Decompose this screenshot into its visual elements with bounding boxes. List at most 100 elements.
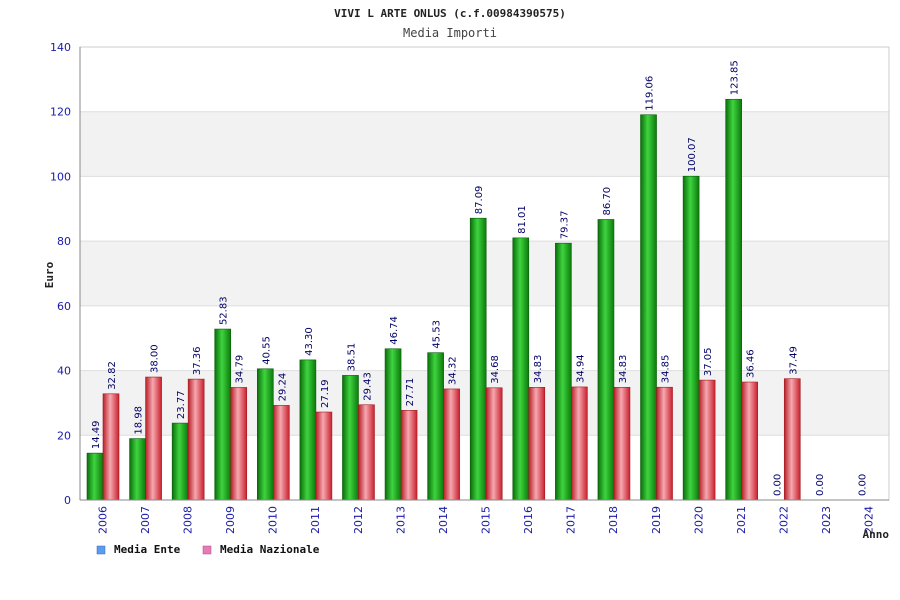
x-tick-label-2012: 2012 xyxy=(352,506,365,534)
data-label-ente-2009: 52.83 xyxy=(219,296,230,325)
y-tick-label: 120 xyxy=(50,106,71,119)
bar-nazionale-2012 xyxy=(358,404,375,501)
bar-ente-2011 xyxy=(299,359,317,501)
bar-nazionale-2010 xyxy=(273,405,290,501)
data-label-nazionale-2020: 37.05 xyxy=(703,347,714,376)
data-label-ente-2021: 123.85 xyxy=(730,60,741,95)
data-label-nazionale-2022: 37.49 xyxy=(788,346,799,375)
data-label-ente-2014: 45.53 xyxy=(432,320,443,349)
y-tick-label: 0 xyxy=(64,494,71,507)
bar-ente-2012 xyxy=(342,375,359,501)
data-label-ente-2008: 23.77 xyxy=(176,390,187,419)
bar-ente-2008 xyxy=(171,422,189,501)
x-tick-label-2019: 2019 xyxy=(650,506,663,534)
chart-title: VIVI L ARTE ONLUS (c.f.00984390575) xyxy=(334,7,566,20)
data-label-ente-2011: 43.30 xyxy=(304,327,315,356)
data-label-nazionale-2013: 27.71 xyxy=(405,378,416,407)
data-label-ente-2007: 18.98 xyxy=(134,406,145,435)
x-tick-label-2024: 2024 xyxy=(863,506,876,534)
bar-ente-2021 xyxy=(725,98,742,501)
y-tick-label: 100 xyxy=(50,170,71,183)
bar-ente-2007 xyxy=(129,438,146,501)
data-label-nazionale-2010: 29.24 xyxy=(277,373,288,402)
x-tick-label-2007: 2007 xyxy=(139,506,152,534)
bar-ente-2020 xyxy=(682,175,700,501)
grid-band xyxy=(80,47,889,112)
bar-nazionale-2020 xyxy=(698,379,716,501)
data-label-nazionale-2018: 34.83 xyxy=(618,355,629,384)
x-tick-label-2016: 2016 xyxy=(522,506,535,534)
data-label-nazionale-2008: 37.36 xyxy=(192,346,203,375)
bar-ente-2015 xyxy=(469,217,487,501)
data-label-nazionale-2021: 36.46 xyxy=(746,349,757,378)
bar-ente-2014 xyxy=(427,352,444,501)
data-label-ente-2018: 86.70 xyxy=(602,187,613,216)
data-label-ente-2022: 0.00 xyxy=(772,474,783,496)
y-axis-label: Euro xyxy=(43,261,56,288)
bar-nazionale-2008 xyxy=(187,378,205,501)
legend-swatch-ente xyxy=(96,545,106,555)
data-label-nazionale-2006: 32.82 xyxy=(107,361,118,390)
chart-subtitle: Media Importi xyxy=(403,26,497,40)
x-tick-label-2011: 2011 xyxy=(309,506,322,534)
data-label-nazionale-2017: 34.94 xyxy=(575,354,586,383)
bar-nazionale-2018 xyxy=(613,387,631,501)
x-tick-label-2009: 2009 xyxy=(224,506,237,534)
x-tick-label-2014: 2014 xyxy=(437,506,450,534)
x-tick-label-2010: 2010 xyxy=(267,506,280,534)
x-axis-label: Anno xyxy=(863,528,890,541)
bar-ente-2010 xyxy=(257,368,274,501)
x-tick-label-2023: 2023 xyxy=(820,506,833,534)
bar-nazionale-2016 xyxy=(528,387,546,501)
data-labels: 14.49 32.82 18.98 38.00 23.77 37.36 52.83 34.79… xyxy=(91,60,868,496)
y-axis: 0 20 40 60 80 100 120 140 xyxy=(50,41,81,507)
data-label-nazionale-2011: 27.19 xyxy=(320,379,331,408)
bar-nazionale-2006 xyxy=(102,393,120,501)
x-tick-label-2020: 2020 xyxy=(692,506,705,534)
data-label-ente-2017: 79.37 xyxy=(559,211,570,240)
data-label-nazionale-2012: 29.43 xyxy=(362,372,373,401)
data-label-nazionale-2009: 34.79 xyxy=(235,355,246,384)
bar-nazionale-2017 xyxy=(571,386,588,501)
bar-ente-2019 xyxy=(640,114,657,501)
data-label-ente-2019: 119.06 xyxy=(645,76,656,111)
data-label-ente-2010: 40.55 xyxy=(261,336,272,365)
x-tick-label-2013: 2013 xyxy=(394,506,407,534)
y-tick-label: 20 xyxy=(57,429,71,442)
data-label-nazionale-2014: 34.32 xyxy=(448,356,459,385)
data-label-ente-2023: 0.00 xyxy=(815,474,826,496)
x-tick-label-2021: 2021 xyxy=(735,506,748,534)
bar-ente-2018 xyxy=(597,219,615,501)
data-label-ente-2016: 81.01 xyxy=(517,205,528,234)
bar-nazionale-2021 xyxy=(741,381,758,501)
bar-ente-2016 xyxy=(512,237,530,501)
bar-nazionale-2009 xyxy=(230,387,248,501)
legend: Media Ente Media Nazionale xyxy=(96,543,320,556)
y-tick-label: 40 xyxy=(57,365,71,378)
data-label-ente-2020: 100.07 xyxy=(687,137,698,172)
legend-label-nazionale: Media Nazionale xyxy=(220,543,320,556)
x-tick-label-2022: 2022 xyxy=(778,506,791,534)
bar-nazionale-2022 xyxy=(783,378,801,501)
x-tick-label-2017: 2017 xyxy=(565,506,578,534)
legend-label-ente: Media Ente xyxy=(114,543,181,556)
x-axis: 2006 2007 2008 2009 2010 2011 2012 2013 2014 2015… xyxy=(80,499,889,534)
bar-series xyxy=(86,98,801,501)
x-tick-label-2018: 2018 xyxy=(607,506,620,534)
bar-ente-2009 xyxy=(214,328,232,501)
bar-ente-2013 xyxy=(384,348,402,501)
bar-nazionale-2015 xyxy=(485,387,503,501)
data-label-nazionale-2019: 34.85 xyxy=(661,355,672,384)
data-label-ente-2013: 46.74 xyxy=(389,316,400,345)
y-tick-label: 80 xyxy=(57,235,71,248)
bar-nazionale-2014 xyxy=(443,388,460,501)
bar-ente-2006 xyxy=(86,452,104,501)
bar-ente-2017 xyxy=(555,242,572,501)
bar-nazionale-2019 xyxy=(656,386,673,501)
bar-nazionale-2007 xyxy=(145,376,162,501)
data-label-ente-2015: 87.09 xyxy=(474,186,485,215)
legend-swatch-nazionale xyxy=(202,545,212,555)
grid-band xyxy=(80,111,889,177)
y-tick-label: 60 xyxy=(57,300,71,313)
